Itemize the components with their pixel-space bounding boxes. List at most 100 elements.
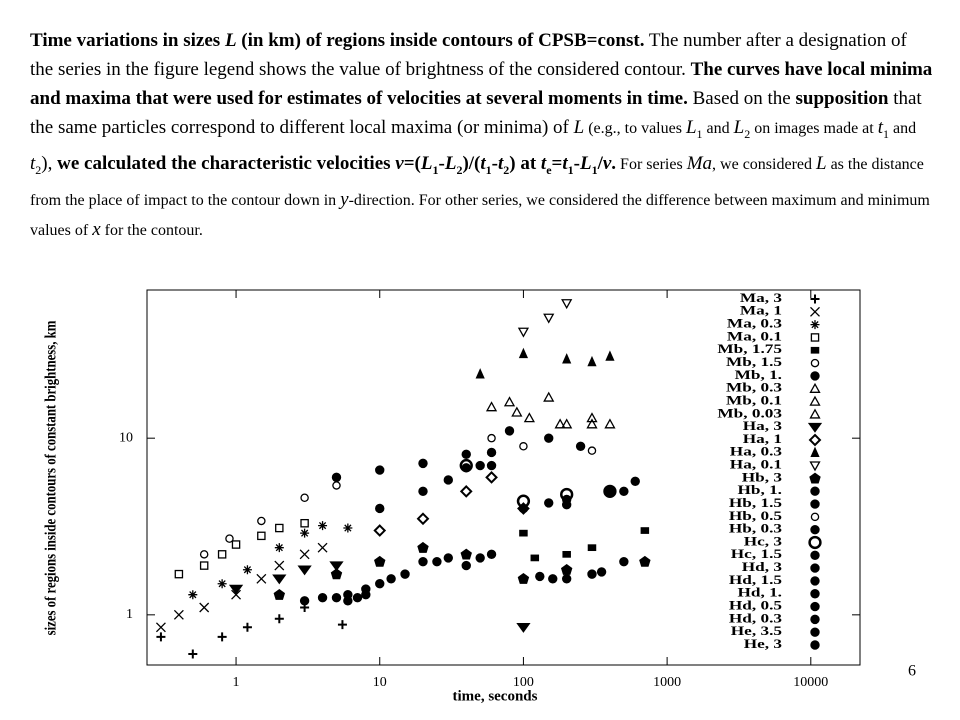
marker bbox=[561, 299, 573, 310]
marker bbox=[199, 561, 209, 570]
legend-label: Hb, 1. bbox=[737, 483, 782, 497]
marker bbox=[544, 498, 554, 508]
y-axis-label: sizes of regions inside contours of cons… bbox=[42, 321, 60, 636]
legend-marker bbox=[809, 461, 821, 472]
description: Time variations in sizes L (in km) of re… bbox=[30, 26, 934, 245]
text-run: and bbox=[702, 120, 734, 137]
marker bbox=[548, 574, 558, 584]
marker bbox=[299, 549, 310, 560]
marker bbox=[231, 540, 241, 549]
text-run: v bbox=[602, 152, 612, 174]
legend-marker bbox=[809, 408, 821, 419]
text-run: L bbox=[733, 117, 745, 138]
text-run: L bbox=[685, 117, 697, 138]
text-run: t bbox=[877, 117, 883, 138]
marker bbox=[630, 476, 640, 487]
page-number: 6 bbox=[908, 663, 916, 680]
marker bbox=[530, 554, 540, 562]
legend-label: Hd, 3 bbox=[742, 560, 783, 574]
text-run: The curves have local minima and maxima … bbox=[30, 59, 933, 109]
legend-label: Hd, 1.5 bbox=[729, 573, 783, 587]
text-run: , we considered bbox=[712, 155, 816, 173]
marker bbox=[561, 418, 573, 429]
marker bbox=[300, 528, 310, 538]
marker bbox=[343, 523, 353, 533]
x-axis-label: time, seconds bbox=[453, 688, 538, 704]
legend-marker bbox=[810, 371, 820, 381]
legend-label: Hb, 3 bbox=[742, 470, 783, 484]
marker bbox=[331, 472, 342, 483]
marker bbox=[361, 590, 371, 600]
legend-marker bbox=[810, 563, 820, 573]
marker bbox=[475, 553, 485, 563]
marker bbox=[486, 549, 497, 560]
marker bbox=[487, 433, 496, 443]
marker bbox=[300, 518, 309, 528]
marker bbox=[459, 484, 473, 498]
text-run: - bbox=[491, 152, 498, 174]
marker bbox=[375, 503, 385, 514]
marker bbox=[188, 590, 198, 600]
legend-marker bbox=[809, 382, 821, 393]
marker bbox=[544, 433, 554, 443]
legend-marker bbox=[810, 306, 820, 317]
marker bbox=[374, 555, 386, 567]
marker bbox=[586, 418, 598, 429]
legend-label: Mb, 0.1 bbox=[726, 394, 782, 408]
marker bbox=[432, 556, 442, 567]
marker bbox=[274, 614, 284, 624]
marker bbox=[604, 418, 616, 429]
text-run: supposition bbox=[795, 88, 889, 109]
marker bbox=[562, 353, 572, 364]
marker bbox=[504, 426, 515, 436]
marker bbox=[418, 556, 428, 567]
x-tick-label: 10 bbox=[373, 675, 387, 690]
legend-label: Mb, 0.3 bbox=[726, 381, 782, 395]
legend-label: Ma, 3 bbox=[740, 291, 783, 305]
marker bbox=[317, 542, 328, 553]
marker bbox=[337, 620, 347, 630]
marker bbox=[562, 550, 571, 558]
text-run: Based on the bbox=[687, 88, 796, 109]
marker bbox=[274, 543, 284, 553]
legend-marker bbox=[810, 446, 820, 458]
legend-label: Ma, 0.1 bbox=[727, 329, 782, 343]
marker bbox=[460, 548, 472, 560]
text-run: ) at bbox=[509, 152, 541, 174]
legend-label: Hc, 1.5 bbox=[731, 547, 783, 561]
text-run: For series bbox=[616, 155, 687, 173]
marker bbox=[605, 350, 615, 361]
legend-marker bbox=[810, 601, 820, 612]
marker bbox=[443, 475, 453, 485]
x-tick-label: 100 bbox=[513, 675, 534, 690]
legend-marker bbox=[810, 576, 820, 586]
text-run: / bbox=[597, 152, 603, 174]
marker bbox=[461, 449, 471, 460]
marker bbox=[485, 471, 498, 484]
marker bbox=[331, 593, 342, 603]
legend-label: Hb, 0.3 bbox=[729, 522, 783, 536]
x-tick-label: 1 bbox=[233, 675, 240, 690]
legend-label: Hd, 1. bbox=[737, 586, 782, 600]
marker bbox=[173, 609, 184, 620]
text-run: - bbox=[438, 152, 445, 174]
text-run: t bbox=[497, 152, 504, 174]
marker bbox=[516, 623, 531, 633]
y-tick-label: 10 bbox=[119, 430, 133, 445]
text-run: t bbox=[540, 152, 547, 174]
marker bbox=[300, 493, 309, 503]
text-run: e bbox=[546, 162, 552, 177]
marker bbox=[242, 565, 252, 575]
marker bbox=[543, 313, 555, 324]
legend-marker bbox=[810, 486, 820, 496]
marker bbox=[297, 565, 312, 576]
text-run: L bbox=[444, 152, 457, 174]
marker bbox=[640, 527, 650, 534]
legend-marker bbox=[810, 499, 820, 509]
text-run: -direction. For other series, we conside… bbox=[30, 191, 930, 239]
marker bbox=[561, 494, 572, 505]
marker bbox=[155, 622, 166, 633]
legend-label: Ma, 0.3 bbox=[727, 317, 783, 331]
